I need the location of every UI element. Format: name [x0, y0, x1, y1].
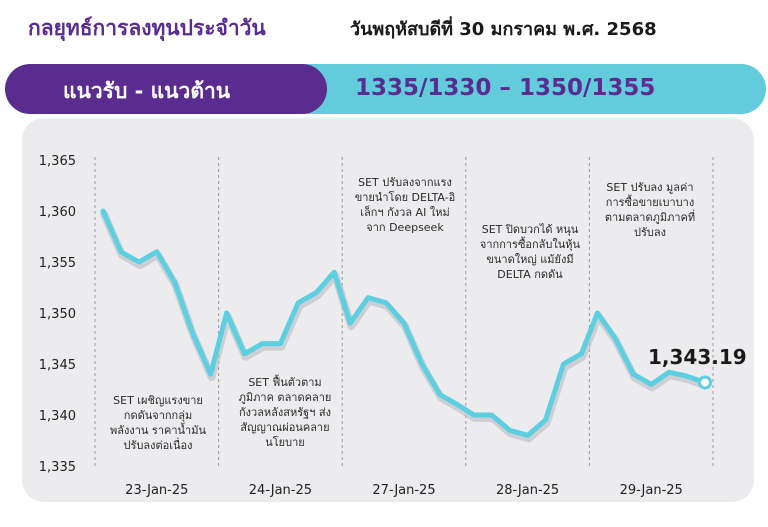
- y-tick-label: 1,340: [39, 409, 76, 424]
- y-tick-label: 1,345: [39, 358, 76, 373]
- y-tick-label: 1,350: [39, 307, 76, 322]
- x-tick-label: 29-Jan-25: [620, 483, 683, 498]
- report-date: วันพฤหัสบดีที่ 30 มกราคม พ.ศ. 2568: [350, 19, 657, 40]
- y-tick-label: 1,355: [39, 256, 76, 271]
- x-tick-label: 23-Jan-25: [125, 483, 188, 498]
- y-tick-label: 1,360: [39, 205, 76, 220]
- y-tick-label: 1,365: [39, 154, 76, 169]
- banner-label: แนวรับ - แนวต้าน: [63, 79, 231, 103]
- x-tick-label: 24-Jan-25: [249, 483, 312, 498]
- annotation-day-4: SET ปิดบวกได้ หนุน จากการซื้อกลับในหุ้น …: [479, 223, 581, 281]
- support-resistance-banner: แนวรับ - แนวต้าน 1335/1330 – 1350/1355: [5, 64, 766, 114]
- annotation-day-2: SET ฟื้นตัวตาม ภูมิภาค ตลาดคลาย กังวลหลั…: [238, 376, 332, 449]
- last-value-label: 1,343.19: [648, 345, 747, 369]
- x-tick-label: 27-Jan-25: [372, 483, 435, 498]
- banner-label-box: แนวรับ - แนวต้าน: [5, 64, 327, 114]
- x-tick-label: 28-Jan-25: [496, 483, 559, 498]
- series-line: [100, 208, 708, 438]
- support-resistance-value: 1335/1330 – 1350/1355: [355, 75, 656, 101]
- annotation-day-5: SET ปรับลง มูลค่า การซื้อขายเบาบาง ตามตล…: [604, 181, 696, 239]
- annotation-day-1: SET เผชิญแรงขาย กดดันจากกลุ่ม พลังงาน รา…: [109, 394, 206, 452]
- y-tick-label: 1,335: [39, 460, 76, 475]
- last-point-marker: [698, 375, 712, 390]
- annotation-day-3: SET ปรับลงจากแรง ขายนำโดย DELTA-อิ เล็กฯ…: [354, 176, 456, 234]
- page-title: กลยุทธ์การลงทุนประจำวัน: [28, 16, 266, 40]
